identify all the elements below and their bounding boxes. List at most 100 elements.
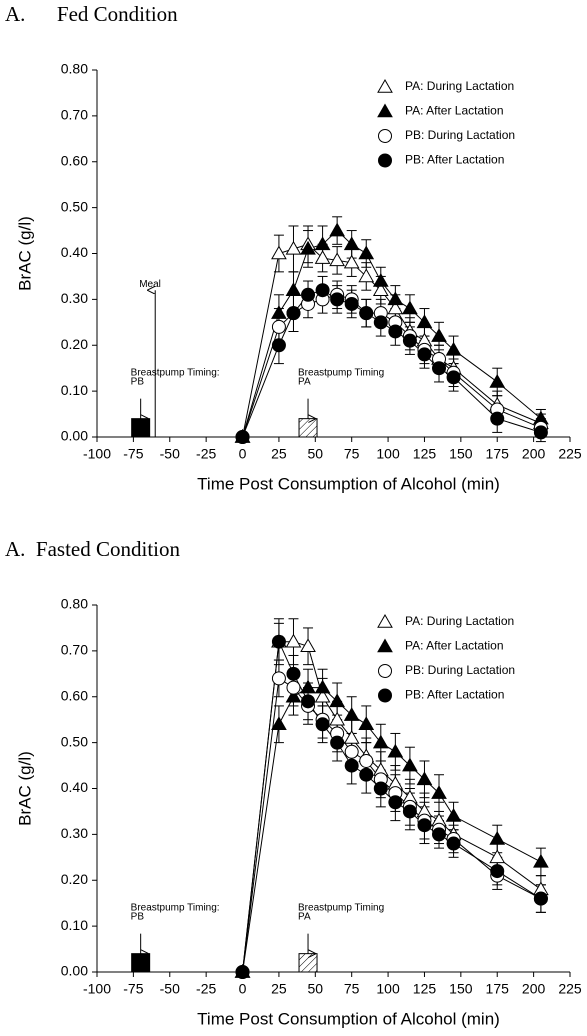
- x-tick-label: 100: [376, 446, 400, 462]
- marker-circle: [373, 315, 388, 330]
- marker-triangle: [314, 679, 331, 694]
- marker-circle: [373, 781, 388, 796]
- x-axis-title: Time Post Consumption of Alcohol (min): [197, 1009, 500, 1028]
- marker-circle: [388, 324, 403, 339]
- x-tick-label: 50: [308, 981, 324, 997]
- x-tick-label: -100: [83, 981, 111, 997]
- legend-marker: [378, 688, 392, 703]
- marker-circle: [271, 634, 286, 649]
- y-tick-label: 0.70: [61, 107, 88, 123]
- x-tick-label: 25: [271, 981, 287, 997]
- legend-label: PA: After Lactation: [405, 639, 504, 653]
- y-tick-label: 0.10: [61, 917, 88, 933]
- marker-circle: [344, 758, 359, 773]
- marker-triangle: [358, 245, 375, 260]
- marker-circle: [344, 744, 359, 759]
- marker-circle: [330, 292, 345, 307]
- y-tick-label: 0.30: [61, 825, 88, 841]
- marker-triangle: [329, 252, 346, 267]
- x-tick-label: 0: [239, 981, 247, 997]
- marker-triangle: [285, 240, 302, 255]
- y-tick-label: 0.20: [61, 871, 88, 887]
- marker-circle: [315, 717, 330, 732]
- y-tick-label: 0.80: [61, 61, 88, 77]
- marker-triangle: [372, 282, 389, 296]
- marker-circle: [271, 319, 286, 334]
- y-tick-label: 0.30: [61, 290, 88, 306]
- marker-triangle: [314, 236, 331, 251]
- marker-circle: [417, 818, 432, 833]
- panel-title: A. Fed Condition: [5, 2, 178, 26]
- marker-triangle: [271, 245, 287, 260]
- x-tick-label: 225: [558, 981, 582, 997]
- y-tick-label: 0.20: [61, 336, 88, 352]
- y-tick-label: 0.70: [61, 642, 88, 658]
- y-tick-label: 0.60: [61, 152, 88, 168]
- y-tick-label: 0.40: [61, 244, 88, 260]
- marker-circle: [446, 836, 461, 851]
- x-tick-label: -25: [196, 446, 216, 462]
- x-tick-label: 225: [558, 446, 582, 462]
- marker-triangle: [271, 305, 287, 319]
- x-tick-label: 150: [449, 981, 473, 997]
- x-tick-label: 200: [522, 446, 546, 462]
- marker-triangle: [285, 688, 302, 703]
- marker-triangle: [489, 830, 506, 845]
- legend-marker: [377, 613, 393, 628]
- marker-circle: [286, 666, 301, 681]
- series-line: [242, 641, 542, 973]
- meal-label: Meal: [139, 279, 161, 290]
- x-tick-label: 25: [271, 446, 287, 462]
- pump-label: Breastpump Timing: [298, 902, 384, 913]
- x-tick-label: 150: [449, 446, 473, 462]
- y-tick-label: 0.60: [61, 687, 88, 703]
- pump-label: PB: [131, 911, 145, 922]
- marker-triangle: [431, 785, 447, 799]
- x-tick-label: 100: [376, 981, 400, 997]
- pump-label: Breastpump Timing:: [131, 902, 220, 913]
- y-tick-label: 0.80: [61, 596, 88, 612]
- marker-circle: [432, 361, 447, 376]
- marker-triangle: [343, 254, 360, 269]
- legend-label: PA: During Lactation: [405, 79, 514, 93]
- x-tick-label: -75: [123, 981, 143, 997]
- pump-label: PA: [298, 376, 311, 387]
- pump-label: PB: [131, 376, 145, 387]
- marker-circle: [533, 891, 548, 906]
- marker-triangle: [300, 240, 316, 255]
- marker-triangle: [387, 300, 404, 315]
- x-tick-label: 200: [522, 981, 546, 997]
- marker-triangle: [372, 734, 389, 749]
- marker-circle: [388, 795, 403, 810]
- pump-marker: [131, 418, 151, 438]
- y-axis-title: BrAC (g/l): [15, 751, 34, 826]
- pump-label: PA: [298, 911, 311, 922]
- marker-circle: [402, 333, 417, 348]
- marker-circle: [286, 680, 301, 695]
- marker-triangle: [343, 707, 360, 721]
- x-tick-label: 175: [486, 981, 510, 997]
- marker-triangle: [343, 236, 360, 251]
- marker-circle: [235, 430, 250, 444]
- marker-triangle: [416, 314, 433, 329]
- pump-label: Breastpump Timing:: [131, 367, 220, 378]
- marker-triangle: [329, 693, 346, 708]
- marker-triangle: [358, 268, 375, 283]
- legend-marker: [378, 664, 392, 678]
- marker-triangle: [431, 328, 447, 342]
- legend-label: PB: During Lactation: [405, 663, 515, 677]
- marker-circle: [271, 671, 286, 686]
- marker-triangle: [285, 633, 302, 648]
- x-tick-label: 175: [486, 446, 510, 462]
- x-tick-label: 75: [344, 981, 360, 997]
- series-line: [242, 243, 542, 438]
- y-tick-label: 0.50: [61, 198, 88, 214]
- y-tick-label: 0.10: [61, 382, 88, 398]
- marker-circle: [315, 283, 330, 298]
- legend-label: PB: After Lactation: [405, 153, 504, 167]
- x-tick-label: -100: [83, 446, 111, 462]
- marker-circle: [359, 306, 374, 321]
- y-tick-label: 0.00: [61, 428, 88, 444]
- x-tick-label: -50: [160, 981, 180, 997]
